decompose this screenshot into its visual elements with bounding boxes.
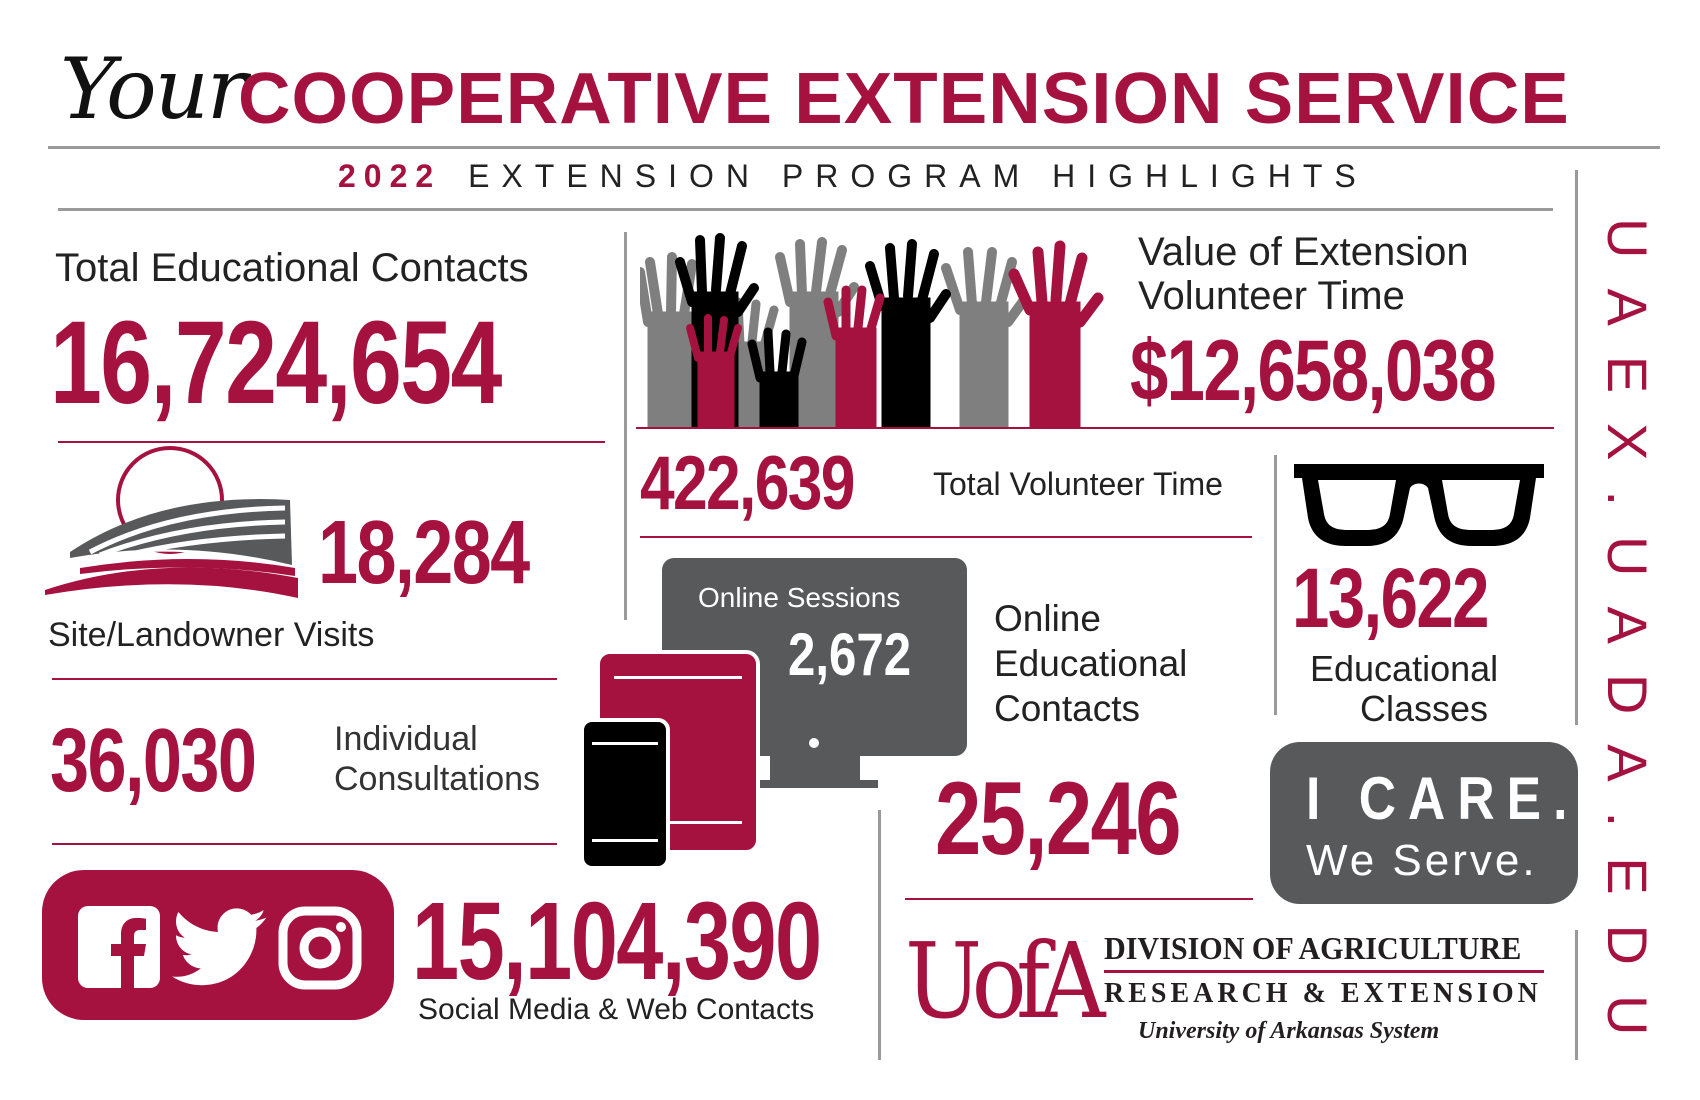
facebook-icon (78, 906, 160, 988)
consultations-value: 36,030 (50, 711, 257, 811)
center-divider-top (624, 232, 627, 620)
divider-2 (52, 678, 557, 680)
classes-value: 13,622 (1292, 551, 1490, 645)
glasses-icon (1294, 464, 1544, 546)
social-value: 15,104,390 (412, 880, 822, 1003)
subtitle-underline (58, 208, 1553, 211)
subtitle-text: EXTENSION PROGRAM HIGHLIGHTS (468, 158, 1368, 194)
site-visits-value: 18,284 (318, 503, 530, 603)
i-care-badge (1270, 742, 1578, 904)
divider-logo (905, 898, 1253, 900)
logo-rule (1104, 970, 1544, 973)
farm-field-icon (45, 446, 298, 598)
divider-volunteer (636, 427, 1554, 429)
volunteer-value-label-1: Value of Extension (1138, 230, 1469, 274)
logo-line-1: DIVISION OF AGRICULTURE (1104, 930, 1522, 966)
classes-divider (1274, 455, 1277, 715)
instagram-icon (278, 906, 362, 990)
center-divider-bottom (878, 810, 881, 1060)
logo-line-3: University of Arkansas System (1138, 1018, 1440, 1044)
monitor-stand (770, 756, 860, 784)
classes-label-1: Educational (1310, 648, 1499, 689)
logo-line-2: RESEARCH & EXTENSION (1104, 978, 1542, 1009)
social-label: Social Media & Web Contacts (418, 993, 815, 1026)
raised-hands-icon (640, 233, 1104, 428)
subtitle: 2022 EXTENSION PROGRAM HIGHLIGHTS (338, 158, 1368, 195)
sidebar-divider (1575, 170, 1578, 725)
sidebar-divider-lower (1575, 930, 1578, 1060)
divider-1 (58, 441, 605, 443)
online-contacts-label-1: Online (994, 598, 1101, 639)
divider-volunteer-time (640, 536, 1252, 538)
website-url: UAEX.UADA.EDU (1596, 218, 1659, 1066)
site-visits-label: Site/Landowner Visits (48, 616, 375, 654)
subtitle-year: 2022 (338, 158, 442, 194)
online-sessions-value: 2,672 (788, 621, 912, 688)
total-contacts-value: 16,724,654 (50, 297, 502, 429)
header-your: Your (60, 40, 247, 138)
page-title: COOPERATIVE EXTENSION SERVICE (238, 59, 1570, 139)
we-serve-text: We Serve. (1306, 836, 1538, 885)
classes-label-2: Classes (1360, 688, 1489, 729)
volunteer-time-label: Total Volunteer Time (933, 466, 1223, 502)
online-contacts-label-3: Contacts (994, 688, 1141, 729)
i-care-text: I CARE. (1306, 765, 1580, 832)
title-underline (48, 146, 1660, 149)
online-contacts-value: 25,246 (935, 761, 1181, 877)
divider-3 (52, 843, 557, 845)
consultations-label-1: Individual (334, 720, 478, 758)
monitor-power-dot (809, 738, 819, 748)
phone-screen (592, 742, 658, 842)
online-sessions-label: Online Sessions (698, 582, 901, 613)
uofa-logo-mark: UofA (905, 920, 1106, 1042)
online-contacts-label-2: Educational (994, 643, 1188, 684)
monitor-base (752, 780, 878, 788)
volunteer-time-value: 422,639 (640, 441, 855, 526)
volunteer-value-label-2: Volunteer Time (1138, 274, 1405, 318)
total-contacts-label: Total Educational Contacts (55, 246, 529, 290)
volunteer-value: $12,658,038 (1130, 323, 1497, 419)
consultations-label-2: Consultations (334, 760, 541, 798)
twitter-icon (172, 908, 267, 986)
